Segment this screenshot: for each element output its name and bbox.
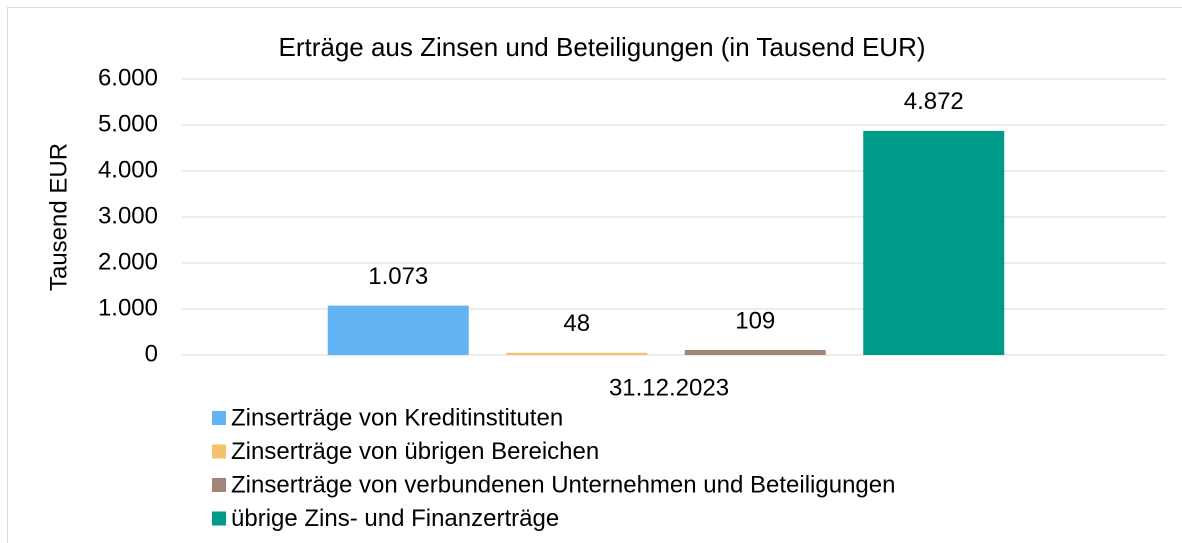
x-tick-label: 31.12.2023 (609, 374, 729, 401)
y-tick-label: 3.000 (98, 202, 158, 229)
y-tick-label: 4.000 (98, 156, 158, 183)
y-tick-label: 2.000 (98, 248, 158, 275)
legend-label: Zinserträge von Kreditinstituten (231, 404, 563, 431)
bar (506, 352, 648, 355)
y-tick-label: 5.000 (98, 110, 158, 137)
legend-swatch (212, 444, 226, 459)
legend-label: übrige Zins- und Finanzerträge (231, 505, 559, 532)
legend-label: Zinserträge von übrigen Bereichen (231, 438, 599, 465)
legend-swatch (212, 411, 226, 425)
bar (863, 130, 1005, 355)
legend-swatch (212, 511, 226, 526)
bar (684, 349, 826, 355)
value-label: 109 (735, 307, 775, 334)
value-label: 48 (563, 310, 590, 337)
bar (327, 305, 469, 355)
y-tick-label: 0 (145, 340, 158, 367)
y-tick-label: 6.000 (98, 64, 158, 91)
value-label: 1.073 (368, 263, 428, 290)
y-tick-label: 1.000 (98, 294, 158, 321)
value-label: 4.872 (904, 88, 964, 115)
legend-swatch (212, 478, 226, 492)
chart-title: Erträge aus Zinsen und Beteiligungen (in… (278, 32, 925, 62)
legend-label: Zinserträge von verbundenen Unternehmen … (231, 471, 895, 498)
y-axis-label: Tausend EUR (45, 143, 72, 291)
